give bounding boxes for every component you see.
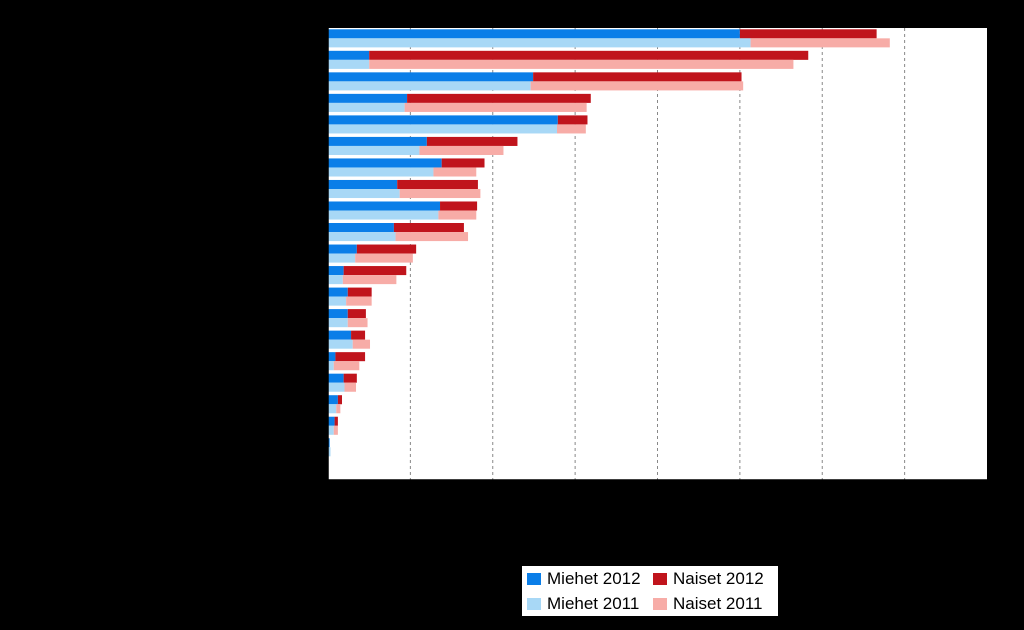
legend-swatch-miehet-2012 — [527, 573, 541, 585]
bar-miehet-2011-9 — [328, 232, 396, 242]
bar-miehet-2012-14 — [328, 330, 352, 340]
bar-naiset-2011-6 — [433, 167, 477, 177]
bar-miehet-2011-0 — [328, 38, 751, 48]
bar-naiset-2012-3 — [407, 93, 591, 103]
legend-label-naiset-2011: Naiset 2011 — [673, 594, 763, 613]
bar-naiset-2012-10 — [356, 244, 417, 254]
bar-miehet-2011-17 — [328, 404, 337, 414]
bar-miehet-2011-1 — [328, 59, 370, 69]
bar-miehet-2011-15 — [328, 361, 334, 371]
bar-naiset-2011-14 — [352, 339, 371, 349]
bar-naiset-2012-9 — [393, 223, 464, 233]
bar-naiset-2012-18 — [334, 416, 338, 426]
bar-naiset-2011-7 — [399, 188, 481, 199]
bar-miehet-2012-5 — [328, 136, 427, 146]
bar-naiset-2011-13 — [347, 318, 368, 328]
bar-miehet-2011-13 — [328, 318, 348, 328]
bar-miehet-2011-12 — [328, 296, 347, 306]
bar-series — [328, 29, 890, 457]
bar-miehet-2011-10 — [328, 253, 356, 263]
chart-legend: Miehet 2012 Naiset 2012 Miehet 2011 Nais… — [522, 566, 778, 616]
bar-miehet-2012-1 — [328, 50, 370, 60]
bar-miehet-2011-3 — [328, 102, 405, 112]
bar-miehet-2011-5 — [328, 145, 420, 155]
bar-naiset-2012-8 — [440, 201, 478, 211]
bar-miehet-2012-11 — [328, 266, 344, 276]
legend-item-miehet-2011: Miehet 2011 — [527, 592, 639, 616]
bar-naiset-2011-15 — [333, 361, 360, 371]
bar-miehet-2012-2 — [328, 72, 534, 82]
bar-miehet-2011-8 — [328, 210, 439, 220]
bar-miehet-2011-19 — [328, 447, 331, 457]
bar-miehet-2012-8 — [328, 201, 441, 211]
legend-label-miehet-2012: Miehet 2012 — [547, 569, 641, 588]
bar-miehet-2011-2 — [328, 81, 531, 91]
legend-label-miehet-2011: Miehet 2011 — [547, 594, 640, 613]
bar-naiset-2011-2 — [530, 81, 744, 91]
bar-naiset-2011-16 — [344, 382, 357, 392]
bar-miehet-2012-17 — [328, 395, 338, 405]
bar-miehet-2012-19 — [328, 438, 330, 448]
bar-miehet-2012-0 — [328, 29, 740, 39]
bar-naiset-2011-4 — [557, 124, 586, 134]
bar-naiset-2011-12 — [346, 296, 372, 306]
bar-miehet-2012-18 — [328, 416, 335, 426]
legend-swatch-naiset-2012 — [653, 573, 667, 585]
bar-naiset-2011-11 — [342, 275, 397, 285]
legend-item-naiset-2012: Naiset 2012 — [653, 567, 764, 591]
bar-miehet-2012-16 — [328, 373, 344, 383]
bar-naiset-2012-13 — [347, 309, 366, 319]
bar-naiset-2011-8 — [438, 210, 477, 220]
bar-naiset-2012-2 — [533, 72, 742, 82]
bar-naiset-2012-11 — [343, 266, 407, 276]
legend-label-naiset-2012: Naiset 2012 — [673, 569, 764, 588]
bar-miehet-2011-18 — [328, 425, 334, 435]
bar-miehet-2012-10 — [328, 244, 357, 254]
bar-miehet-2012-7 — [328, 179, 398, 189]
bar-miehet-2012-13 — [328, 309, 348, 319]
bar-naiset-2011-18 — [333, 425, 338, 435]
bar-naiset-2012-14 — [351, 330, 366, 340]
bar-naiset-2012-4 — [557, 115, 588, 125]
bar-naiset-2011-9 — [395, 232, 469, 242]
legend-swatch-miehet-2011 — [527, 598, 541, 610]
bar-naiset-2011-17 — [336, 404, 341, 414]
legend-item-naiset-2011: Naiset 2011 — [653, 592, 762, 616]
bar-miehet-2011-6 — [328, 167, 434, 177]
bar-naiset-2012-12 — [347, 287, 372, 297]
bar-naiset-2011-3 — [404, 102, 587, 112]
bar-naiset-2012-5 — [426, 136, 518, 146]
bar-miehet-2011-16 — [328, 382, 345, 392]
bar-miehet-2012-4 — [328, 115, 558, 125]
bar-miehet-2011-4 — [328, 124, 558, 134]
bar-miehet-2012-3 — [328, 93, 408, 103]
bar-miehet-2012-6 — [328, 158, 442, 168]
bar-miehet-2012-12 — [328, 287, 348, 297]
legend-item-miehet-2012: Miehet 2012 — [527, 567, 641, 591]
bar-miehet-2011-7 — [328, 188, 400, 199]
bar-naiset-2012-6 — [441, 158, 485, 168]
bar-naiset-2011-5 — [419, 145, 504, 155]
bar-miehet-2012-15 — [328, 352, 336, 362]
legend-swatch-naiset-2011 — [653, 598, 667, 610]
bar-naiset-2011-10 — [355, 253, 413, 263]
bar-naiset-2012-15 — [335, 352, 366, 362]
bar-naiset-2012-16 — [343, 373, 357, 383]
bar-miehet-2011-11 — [328, 275, 343, 285]
bar-miehet-2012-9 — [328, 223, 394, 233]
bar-naiset-2012-0 — [739, 29, 877, 39]
bar-naiset-2011-0 — [750, 38, 890, 48]
bar-naiset-2011-1 — [369, 59, 794, 69]
bar-naiset-2012-17 — [337, 395, 343, 405]
bar-naiset-2012-7 — [397, 179, 478, 189]
bar-naiset-2012-1 — [369, 50, 809, 60]
bar-miehet-2011-14 — [328, 339, 353, 349]
